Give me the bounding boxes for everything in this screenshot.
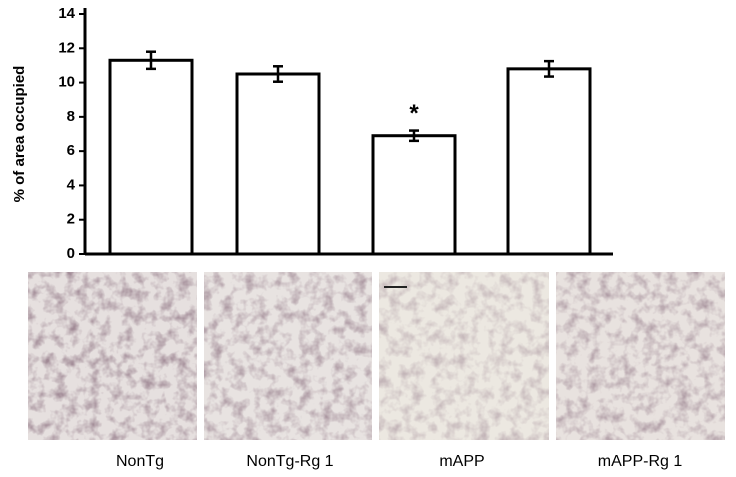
x-tick-label: NonTg-Rg 1	[246, 453, 333, 470]
micrograph-texture	[556, 272, 725, 440]
x-tick-label: NonTg	[116, 453, 164, 470]
micrographs	[28, 272, 725, 440]
y-tick-label: 0	[67, 245, 75, 262]
x-tick-label: mAPP-Rg 1	[598, 453, 683, 470]
micrograph-texture	[28, 272, 197, 440]
y-tick-label: 10	[58, 74, 75, 91]
micrograph-texture	[379, 272, 549, 440]
y-tick-label: 2	[67, 211, 75, 228]
y-tick-label: 8	[67, 108, 75, 125]
y-tick-label: 4	[67, 176, 76, 193]
y-axis-label: % of area occupied	[11, 66, 28, 203]
x-tick-label: mAPP	[439, 453, 484, 470]
micrograph-texture	[204, 272, 372, 440]
annotation: *	[409, 100, 419, 127]
y-tick-label: 12	[58, 39, 75, 56]
bar	[506, 67, 592, 256]
y-tick-label: 6	[67, 142, 75, 159]
bar	[108, 58, 194, 256]
y-tick-label: 14	[58, 5, 75, 22]
bar	[235, 72, 321, 256]
bar	[371, 134, 457, 256]
